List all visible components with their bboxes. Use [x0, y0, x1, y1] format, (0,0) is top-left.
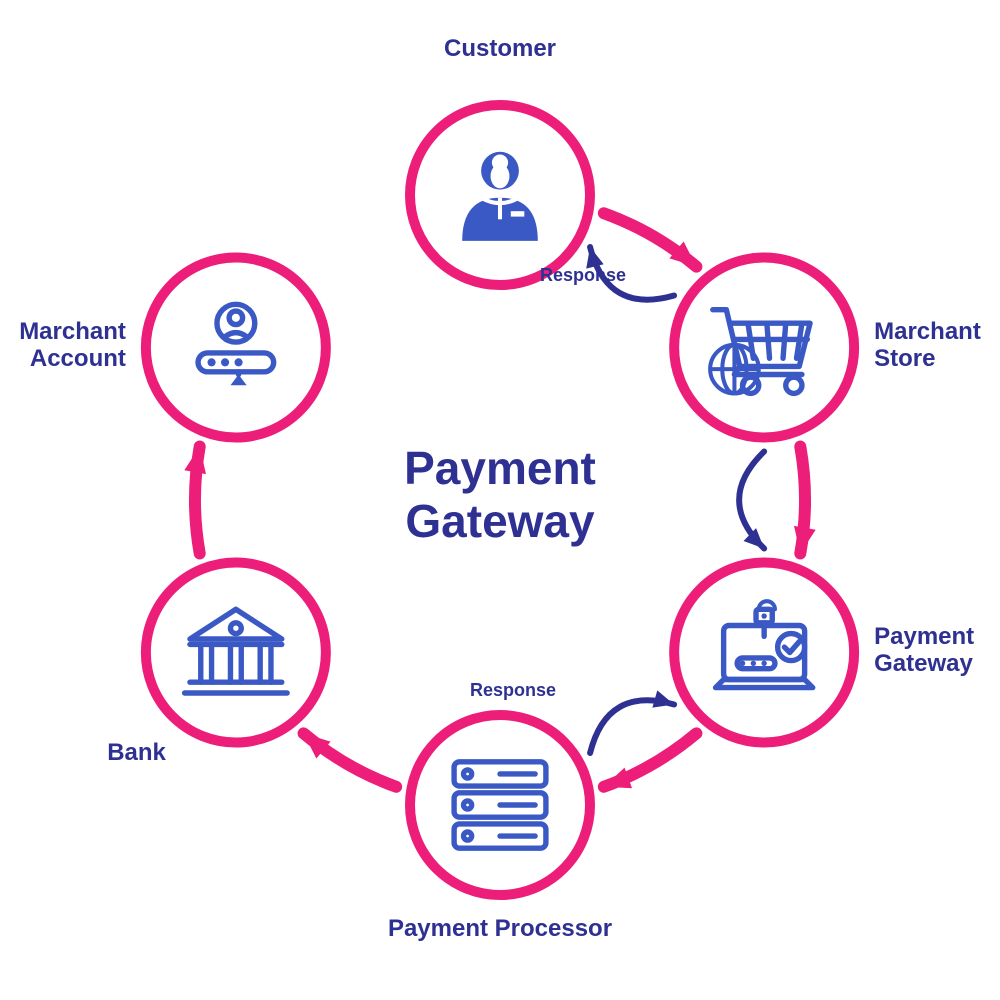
- label-store: MarchantStore: [874, 318, 1000, 373]
- title-line1: Payment: [404, 442, 596, 495]
- label-customer: Customer: [380, 35, 620, 63]
- response-label: Response: [540, 265, 626, 286]
- node-gateway: [674, 563, 854, 743]
- node-processor: [410, 715, 590, 895]
- response-arrow: [590, 700, 674, 753]
- node-bank: [146, 563, 326, 743]
- response-label: Response: [470, 680, 556, 701]
- node-account: [146, 258, 326, 438]
- label-gateway: PaymentGateway: [874, 623, 1000, 678]
- label-account: MarchantAccount: [0, 318, 126, 373]
- label-processor: Payment Processor: [340, 915, 660, 943]
- label-bank: Bank: [0, 739, 166, 767]
- node-store: [674, 258, 854, 438]
- node-customer: [410, 105, 590, 285]
- title-line2: Gateway: [404, 495, 596, 548]
- center-title: Payment Gateway: [404, 442, 596, 548]
